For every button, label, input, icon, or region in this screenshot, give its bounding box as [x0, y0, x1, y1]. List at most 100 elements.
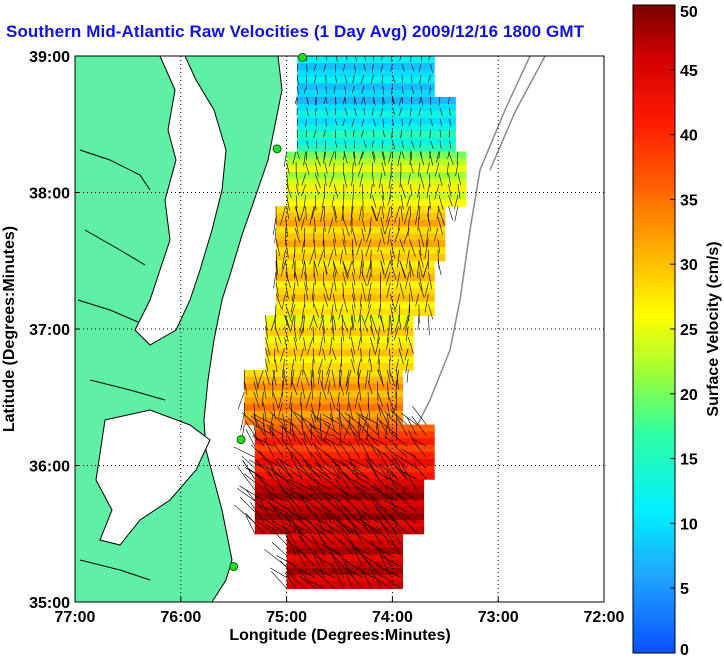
velocity-vector	[386, 282, 391, 298]
velocity-vector	[369, 358, 373, 373]
velocity-vector	[339, 413, 343, 430]
velocity-vector	[416, 260, 420, 279]
velocity-vector	[267, 466, 284, 480]
velocity-vector	[350, 426, 360, 447]
velocity-vector	[364, 369, 369, 389]
velocity-vector	[401, 85, 404, 94]
velocity-vector	[313, 238, 316, 259]
y-tick-label: 35:00	[29, 595, 70, 612]
velocity-vector	[351, 238, 354, 256]
velocity-vector	[290, 429, 303, 447]
velocity-vector	[239, 496, 256, 513]
velocity-vector	[401, 118, 403, 126]
velocity-vector	[356, 495, 370, 513]
velocity-vector	[351, 293, 356, 309]
velocity-vector	[284, 326, 289, 342]
velocity-vector	[434, 184, 440, 200]
velocity-vector	[344, 571, 354, 589]
velocity-vector	[233, 446, 255, 458]
velocity-vector	[294, 457, 313, 480]
velocity-vector	[356, 238, 363, 255]
velocity-vector	[291, 380, 298, 396]
velocity-vector	[296, 85, 299, 95]
velocity-vector	[348, 402, 354, 420]
velocity-vector	[370, 497, 389, 513]
velocity-vector	[253, 369, 259, 389]
velocity-vector	[240, 413, 245, 431]
velocity-vector	[325, 85, 328, 95]
x-tick-label: 74:00	[372, 609, 413, 626]
velocity-vector	[407, 173, 411, 185]
velocity-vector	[373, 85, 376, 95]
velocity-vector	[314, 173, 321, 189]
velocity-vector	[275, 249, 278, 267]
velocity-vector	[368, 494, 379, 513]
velocity-vector	[296, 369, 302, 387]
velocity-vector	[241, 455, 256, 469]
velocity-vector	[370, 575, 392, 589]
velocity-vector	[398, 337, 403, 351]
velocity-vector	[368, 348, 371, 363]
velocity-vector	[370, 75, 374, 85]
velocity-vector	[347, 260, 353, 276]
speed-cell	[265, 342, 414, 351]
velocity-vector	[314, 96, 317, 106]
velocity-vector	[382, 86, 384, 95]
velocity-vector	[332, 227, 337, 243]
velocity-vector	[401, 464, 417, 491]
velocity-vector	[358, 424, 361, 442]
velocity-vector	[255, 459, 275, 480]
velocity-vector	[404, 271, 410, 290]
velocity-vector	[430, 107, 432, 115]
velocity-vector	[384, 446, 398, 458]
velocity-vector	[351, 173, 354, 186]
velocity-vector	[302, 315, 305, 334]
velocity-vector	[373, 482, 389, 502]
colorbar-tick-label: 15	[680, 452, 698, 469]
speed-cell	[297, 69, 435, 78]
velocity-vector	[244, 420, 256, 436]
velocity-vector	[382, 118, 385, 128]
velocity-vector	[455, 162, 459, 177]
velocity-vector	[301, 184, 306, 197]
velocity-vector	[314, 162, 319, 177]
velocity-vector	[288, 541, 306, 556]
velocity-vector	[261, 457, 284, 469]
velocity-vector	[417, 217, 420, 231]
velocity-vector	[319, 530, 335, 545]
velocity-vector	[350, 337, 356, 355]
velocity-vector	[289, 479, 313, 491]
velocity-vector	[380, 260, 385, 275]
velocity-vector	[253, 380, 259, 398]
velocity-vector	[366, 227, 372, 243]
velocity-vector	[399, 512, 417, 524]
tributary	[84, 229, 146, 266]
velocity-vector	[425, 227, 429, 247]
velocity-vector	[369, 315, 373, 334]
velocity-vector	[310, 369, 313, 390]
velocity-vector	[284, 572, 297, 589]
speed-cell	[276, 219, 446, 228]
velocity-vector	[335, 498, 351, 513]
velocity-vector	[320, 520, 341, 534]
velocity-vector	[334, 500, 351, 524]
velocity-vector	[294, 206, 301, 222]
velocity-vector	[408, 430, 418, 447]
velocity-vector	[237, 488, 256, 502]
velocity-vector	[294, 464, 313, 480]
velocity-vector	[449, 118, 451, 127]
velocity-vector	[316, 42, 317, 49]
velocity-vector	[449, 107, 451, 116]
hf-radar-station	[297, 52, 307, 62]
velocity-vector	[392, 118, 395, 127]
velocity-vector	[313, 64, 317, 72]
speed-cell	[286, 192, 467, 200]
velocity-vector	[339, 524, 354, 545]
velocity-vector	[353, 546, 373, 556]
velocity-vector	[333, 206, 337, 219]
velocity-vector	[245, 489, 265, 513]
velocity-vector	[418, 238, 422, 256]
velocity-vector	[310, 402, 317, 423]
speed-cell	[276, 212, 446, 221]
speed-cell	[286, 172, 467, 180]
